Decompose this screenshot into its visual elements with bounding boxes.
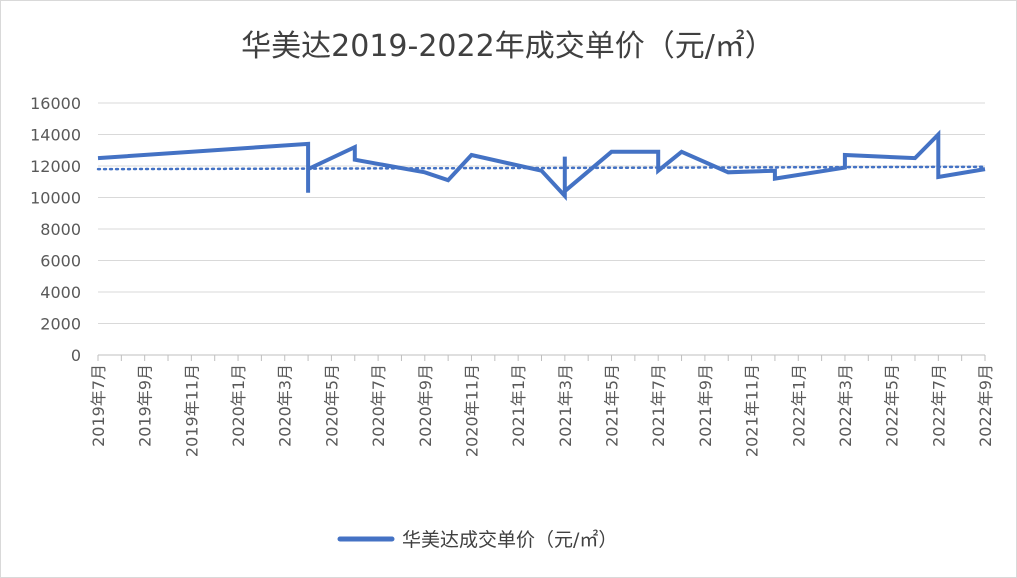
y-tick-label: 10000	[30, 189, 81, 208]
x-axis-ticks: 2019年7月 2019年9月 2019年11月 2020年1月 2020年3月 2020…	[89, 364, 995, 457]
y-tick-label: 2000	[40, 315, 81, 334]
x-tick-label: 2022年9月	[976, 364, 995, 447]
y-tick-label: 16000	[30, 94, 81, 113]
series-line-0	[97, 129, 986, 202]
x-tick-label: 2021年7月	[649, 364, 668, 447]
y-tick-label: 14000	[30, 126, 81, 145]
x-tick-label: 2020年7月	[369, 364, 388, 447]
x-tick-label: 2020年9月	[416, 364, 435, 447]
gridlines	[98, 102, 985, 324]
x-tick-label: 2020年1月	[229, 364, 248, 447]
legend: 华美达成交单价（元/㎡）	[337, 528, 617, 551]
x-tick-label: 2019年11月	[182, 364, 201, 457]
axes	[97, 354, 986, 361]
x-tick-label: 2021年1月	[509, 364, 528, 447]
x-tick-label: 2021年3月	[556, 364, 575, 447]
x-tick-label: 2019年7月	[89, 364, 108, 447]
y-tick-label: 4000	[40, 283, 81, 302]
x-tick-label: 2021年5月	[603, 364, 622, 447]
x-tick-label: 2020年11月	[462, 364, 481, 457]
y-tick-label: 0	[71, 346, 81, 365]
x-tick-label: 2022年1月	[789, 364, 808, 447]
y-tick-label: 6000	[40, 252, 81, 271]
y-axis-ticks: 0 2000 4000 6000 8000 10000 12000 14000 16000	[30, 94, 81, 365]
legend-label: 华美达成交单价（元/㎡）	[402, 528, 617, 551]
x-tick-label: 2022年5月	[883, 364, 902, 447]
chart-title: 华美达2019-2022年成交单价（元/㎡）	[241, 29, 775, 64]
series-layer	[96, 129, 987, 202]
y-tick-label: 8000	[40, 220, 81, 239]
x-tick-label: 2021年11月	[743, 364, 762, 457]
x-tick-label: 2020年3月	[276, 364, 295, 447]
x-tick-label: 2022年3月	[836, 364, 855, 447]
x-tick-label: 2020年5月	[322, 364, 341, 447]
x-tick-label: 2019年9月	[136, 364, 155, 447]
x-tick-label: 2022年7月	[929, 364, 948, 447]
y-tick-label: 12000	[30, 157, 81, 176]
x-tick-label: 2021年9月	[696, 364, 715, 447]
